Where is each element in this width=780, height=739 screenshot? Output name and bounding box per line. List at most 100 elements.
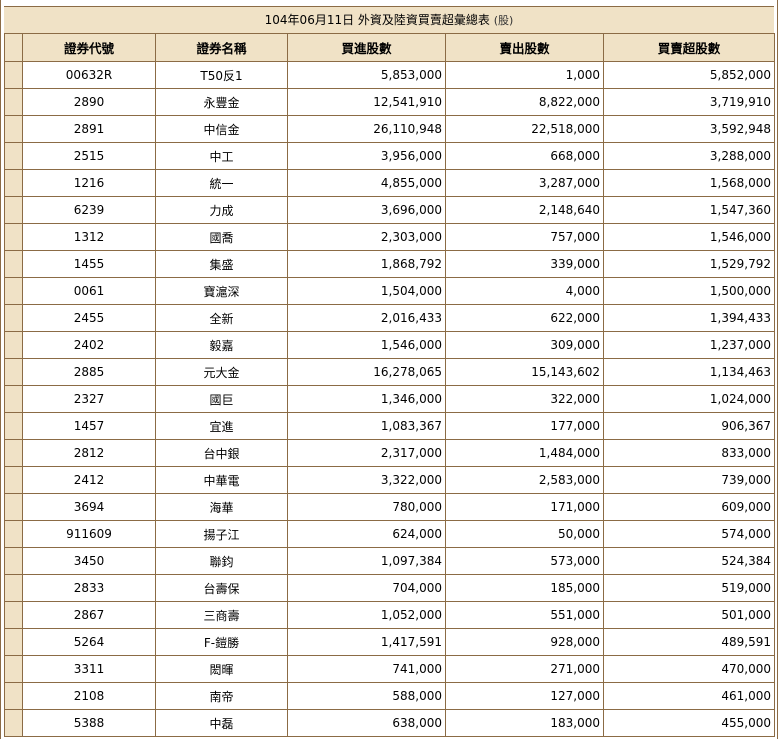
table-row: 2327 國巨 1,346,000 322,000 1,024,000 (4, 385, 775, 413)
cell-net-shares: 1,547,360 (603, 196, 775, 224)
foreign-investor-trading-table: 證券代號 證券名稱 買進股數 賣出股數 買賣超股數 00632R T50反1 5,8… (4, 33, 775, 737)
cell-stock-code[interactable]: 00632R (22, 61, 156, 89)
row-gutter (4, 412, 23, 440)
cell-buy-shares: 3,696,000 (287, 196, 446, 224)
cell-stock-code[interactable]: 2833 (22, 574, 156, 602)
cell-stock-code[interactable]: 2812 (22, 439, 156, 467)
row-gutter (4, 682, 23, 710)
cell-stock-code[interactable]: 2412 (22, 466, 156, 494)
cell-stock-code[interactable]: 2402 (22, 331, 156, 359)
row-gutter (4, 223, 23, 251)
cell-stock-code[interactable]: 1457 (22, 412, 156, 440)
row-gutter (4, 142, 23, 170)
header-buy-shares[interactable]: 買進股數 (287, 33, 446, 62)
cell-net-shares: 574,000 (603, 520, 775, 548)
cell-stock-code[interactable]: 2515 (22, 142, 156, 170)
cell-stock-name[interactable]: 全新 (155, 304, 288, 332)
cell-buy-shares: 12,541,910 (287, 88, 446, 116)
table-row: 1457 宜進 1,083,367 177,000 906,367 (4, 412, 775, 440)
cell-stock-code[interactable]: 2867 (22, 601, 156, 629)
cell-net-shares: 470,000 (603, 655, 775, 683)
cell-stock-code[interactable]: 0061 (22, 277, 156, 305)
row-gutter (4, 655, 23, 683)
table-row: 1216 統一 4,855,000 3,287,000 1,568,000 (4, 169, 775, 197)
cell-net-shares: 3,288,000 (603, 142, 775, 170)
cell-stock-code[interactable]: 2108 (22, 682, 156, 710)
cell-buy-shares: 638,000 (287, 709, 446, 737)
cell-sell-shares: 50,000 (445, 520, 604, 548)
cell-stock-name[interactable]: 台中銀 (155, 439, 288, 467)
cell-stock-code[interactable]: 3694 (22, 493, 156, 521)
header-stock-name[interactable]: 證券名稱 (155, 33, 288, 62)
cell-stock-name[interactable]: 中信金 (155, 115, 288, 143)
cell-stock-name[interactable]: 海華 (155, 493, 288, 521)
cell-buy-shares: 5,853,000 (287, 61, 446, 89)
cell-stock-name[interactable]: 中工 (155, 142, 288, 170)
cell-stock-code[interactable]: 2890 (22, 88, 156, 116)
header-sell-shares[interactable]: 賣出股數 (445, 33, 604, 62)
cell-stock-code[interactable]: 2455 (22, 304, 156, 332)
cell-buy-shares: 1,546,000 (287, 331, 446, 359)
cell-stock-name[interactable]: F-鎧勝 (155, 628, 288, 656)
cell-stock-code[interactable]: 5264 (22, 628, 156, 656)
cell-stock-code[interactable]: 1312 (22, 223, 156, 251)
cell-net-shares: 1,546,000 (603, 223, 775, 251)
cell-net-shares: 489,591 (603, 628, 775, 656)
table-row: 2515 中工 3,956,000 668,000 3,288,000 (4, 142, 775, 170)
row-gutter (4, 61, 23, 89)
cell-stock-code[interactable]: 1455 (22, 250, 156, 278)
table-row: 2108 南帝 588,000 127,000 461,000 (4, 682, 775, 710)
cell-stock-name[interactable]: 統一 (155, 169, 288, 197)
cell-sell-shares: 177,000 (445, 412, 604, 440)
cell-net-shares: 1,134,463 (603, 358, 775, 386)
row-gutter (4, 331, 23, 359)
table-row: 2833 台壽保 704,000 185,000 519,000 (4, 574, 775, 602)
cell-stock-code[interactable]: 3450 (22, 547, 156, 575)
cell-stock-name[interactable]: 台壽保 (155, 574, 288, 602)
cell-buy-shares: 588,000 (287, 682, 446, 710)
cell-stock-name[interactable]: 聯鈞 (155, 547, 288, 575)
cell-buy-shares: 704,000 (287, 574, 446, 602)
cell-stock-code[interactable]: 3311 (22, 655, 156, 683)
row-gutter (4, 547, 23, 575)
header-stock-code[interactable]: 證券代號 (22, 33, 156, 62)
cell-stock-code[interactable]: 1216 (22, 169, 156, 197)
cell-stock-name[interactable]: 中華電 (155, 466, 288, 494)
cell-stock-code[interactable]: 2327 (22, 385, 156, 413)
cell-net-shares: 609,000 (603, 493, 775, 521)
cell-stock-code[interactable]: 2885 (22, 358, 156, 386)
cell-stock-code[interactable]: 911609 (22, 520, 156, 548)
cell-stock-name[interactable]: 國喬 (155, 223, 288, 251)
cell-stock-name[interactable]: 中磊 (155, 709, 288, 737)
cell-net-shares: 1,237,000 (603, 331, 775, 359)
cell-net-shares: 739,000 (603, 466, 775, 494)
cell-stock-name[interactable]: 揚子江 (155, 520, 288, 548)
cell-stock-code[interactable]: 6239 (22, 196, 156, 224)
cell-stock-name[interactable]: 宜進 (155, 412, 288, 440)
cell-stock-name[interactable]: 力成 (155, 196, 288, 224)
cell-stock-code[interactable]: 5388 (22, 709, 156, 737)
row-gutter (4, 358, 23, 386)
cell-stock-name[interactable]: 永豐金 (155, 88, 288, 116)
cell-stock-name[interactable]: 國巨 (155, 385, 288, 413)
cell-stock-name[interactable]: T50反1 (155, 61, 288, 89)
cell-stock-name[interactable]: 南帝 (155, 682, 288, 710)
cell-stock-name[interactable]: 集盛 (155, 250, 288, 278)
cell-net-shares: 906,367 (603, 412, 775, 440)
row-gutter (4, 304, 23, 332)
cell-sell-shares: 8,822,000 (445, 88, 604, 116)
cell-stock-name[interactable]: 閎暉 (155, 655, 288, 683)
cell-stock-name[interactable]: 三商壽 (155, 601, 288, 629)
row-gutter (4, 574, 23, 602)
cell-net-shares: 455,000 (603, 709, 775, 737)
cell-sell-shares: 15,143,602 (445, 358, 604, 386)
cell-stock-name[interactable]: 毅嘉 (155, 331, 288, 359)
cell-stock-code[interactable]: 2891 (22, 115, 156, 143)
row-gutter (4, 169, 23, 197)
cell-stock-name[interactable]: 寶滬深 (155, 277, 288, 305)
header-net-shares[interactable]: 買賣超股數 (603, 33, 775, 62)
cell-buy-shares: 26,110,948 (287, 115, 446, 143)
cell-sell-shares: 185,000 (445, 574, 604, 602)
cell-stock-name[interactable]: 元大金 (155, 358, 288, 386)
